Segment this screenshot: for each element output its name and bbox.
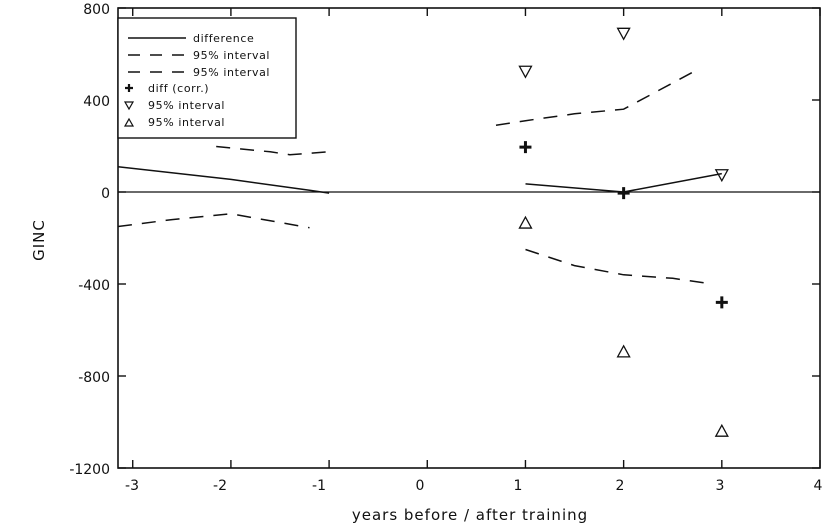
interval-line <box>117 213 310 229</box>
x-tick-label: -2 <box>213 478 227 494</box>
x-tick-label: 4 <box>814 478 823 494</box>
legend-swatch-triangle-up <box>123 117 135 127</box>
upper-bound-marker <box>518 65 533 79</box>
x-tick-label: 3 <box>716 478 725 494</box>
y-axis-title: GINC <box>30 219 48 261</box>
legend-box <box>117 17 297 139</box>
diff-corr-marker <box>519 141 532 154</box>
legend-swatch-triangle-down <box>123 101 135 111</box>
legend-label: 95% interval <box>148 99 225 112</box>
lower-bound-marker <box>616 344 631 358</box>
legend-label: difference <box>193 32 254 45</box>
lower-bound-marker <box>518 215 533 229</box>
upper-bound-marker <box>616 27 631 41</box>
difference-line <box>117 165 330 194</box>
legend-entries: difference 95% interval 95% interval dif… <box>123 32 270 129</box>
y-tick-label: -400 <box>78 278 110 294</box>
y-tick-label: -1200 <box>69 462 110 478</box>
x-tick-label: -1 <box>312 478 326 494</box>
series-markers <box>518 27 729 437</box>
x-tick-labels: -3 -2 -1 0 1 2 3 4 <box>125 478 823 494</box>
upper-bound-marker <box>714 169 729 183</box>
diff-corr-marker <box>715 296 728 309</box>
lower-bound-marker <box>714 423 729 437</box>
y-tick-labels: -1200 -800 -400 0 400 800 <box>69 2 110 478</box>
x-tick-label: 1 <box>514 478 523 494</box>
interval-line <box>495 71 693 127</box>
x-tick-label: 2 <box>616 478 625 494</box>
legend-label: 95% interval <box>193 66 270 79</box>
legend: difference 95% interval 95% interval dif… <box>117 17 297 139</box>
plot-frame <box>117 7 821 469</box>
x-tick-label: 0 <box>416 478 425 494</box>
x-tick-label: -3 <box>125 478 139 494</box>
y-tick-label: 400 <box>83 94 110 110</box>
legend-label: 95% interval <box>193 49 270 62</box>
interval-line <box>216 145 330 156</box>
interval-line <box>525 248 713 285</box>
legend-label: diff (corr.) <box>148 82 209 95</box>
diff-corr-marker <box>617 187 630 200</box>
y-tick-label: 800 <box>83 2 110 18</box>
y-tick-label: 0 <box>101 186 110 202</box>
legend-swatch-plus <box>125 84 133 92</box>
legend-label: 95% interval <box>148 116 225 129</box>
y-tick-label: -800 <box>78 370 110 386</box>
x-axis-title: years before / after training <box>352 506 588 524</box>
